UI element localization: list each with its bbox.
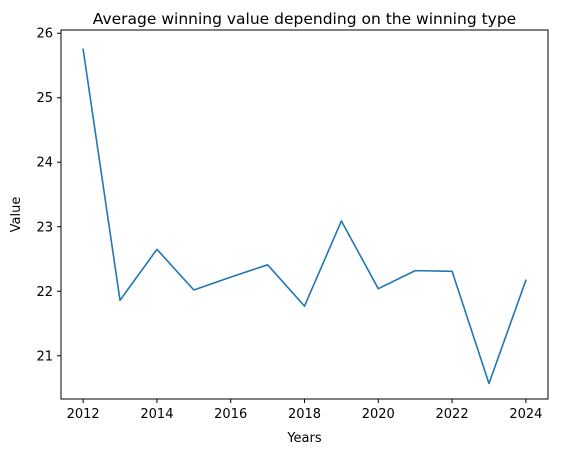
series-layer (82, 48, 527, 385)
x-axis-title: Years (286, 431, 322, 446)
x-tick-label: 2016 (214, 407, 247, 422)
y-tick-label: 21 (36, 349, 53, 364)
y-axis-title: Value (9, 197, 24, 233)
y-tick-label: 22 (36, 285, 53, 300)
chart-title: Average winning value depending on the w… (93, 10, 516, 28)
y-tick-label: 25 (36, 91, 53, 106)
x-tick-label: 2020 (362, 407, 395, 422)
x-tick-label: 2014 (140, 407, 173, 422)
x-tick-label: 2012 (67, 407, 100, 422)
series-line-0 (82, 48, 527, 385)
y-tick-label: 23 (36, 220, 53, 235)
x-tick-label: 2018 (288, 407, 321, 422)
y-tick-label: 26 (36, 27, 53, 42)
x-tick-label: 2024 (509, 407, 542, 422)
y-axis-ticks: 21 22 23 24 25 26 (36, 27, 61, 364)
plot-area-frame (60, 29, 549, 400)
x-tick-label: 2022 (436, 407, 469, 422)
y-tick-label: 24 (36, 156, 53, 171)
x-axis-ticks: 2012 2014 2016 2018 2020 2022 2024 (67, 399, 542, 422)
